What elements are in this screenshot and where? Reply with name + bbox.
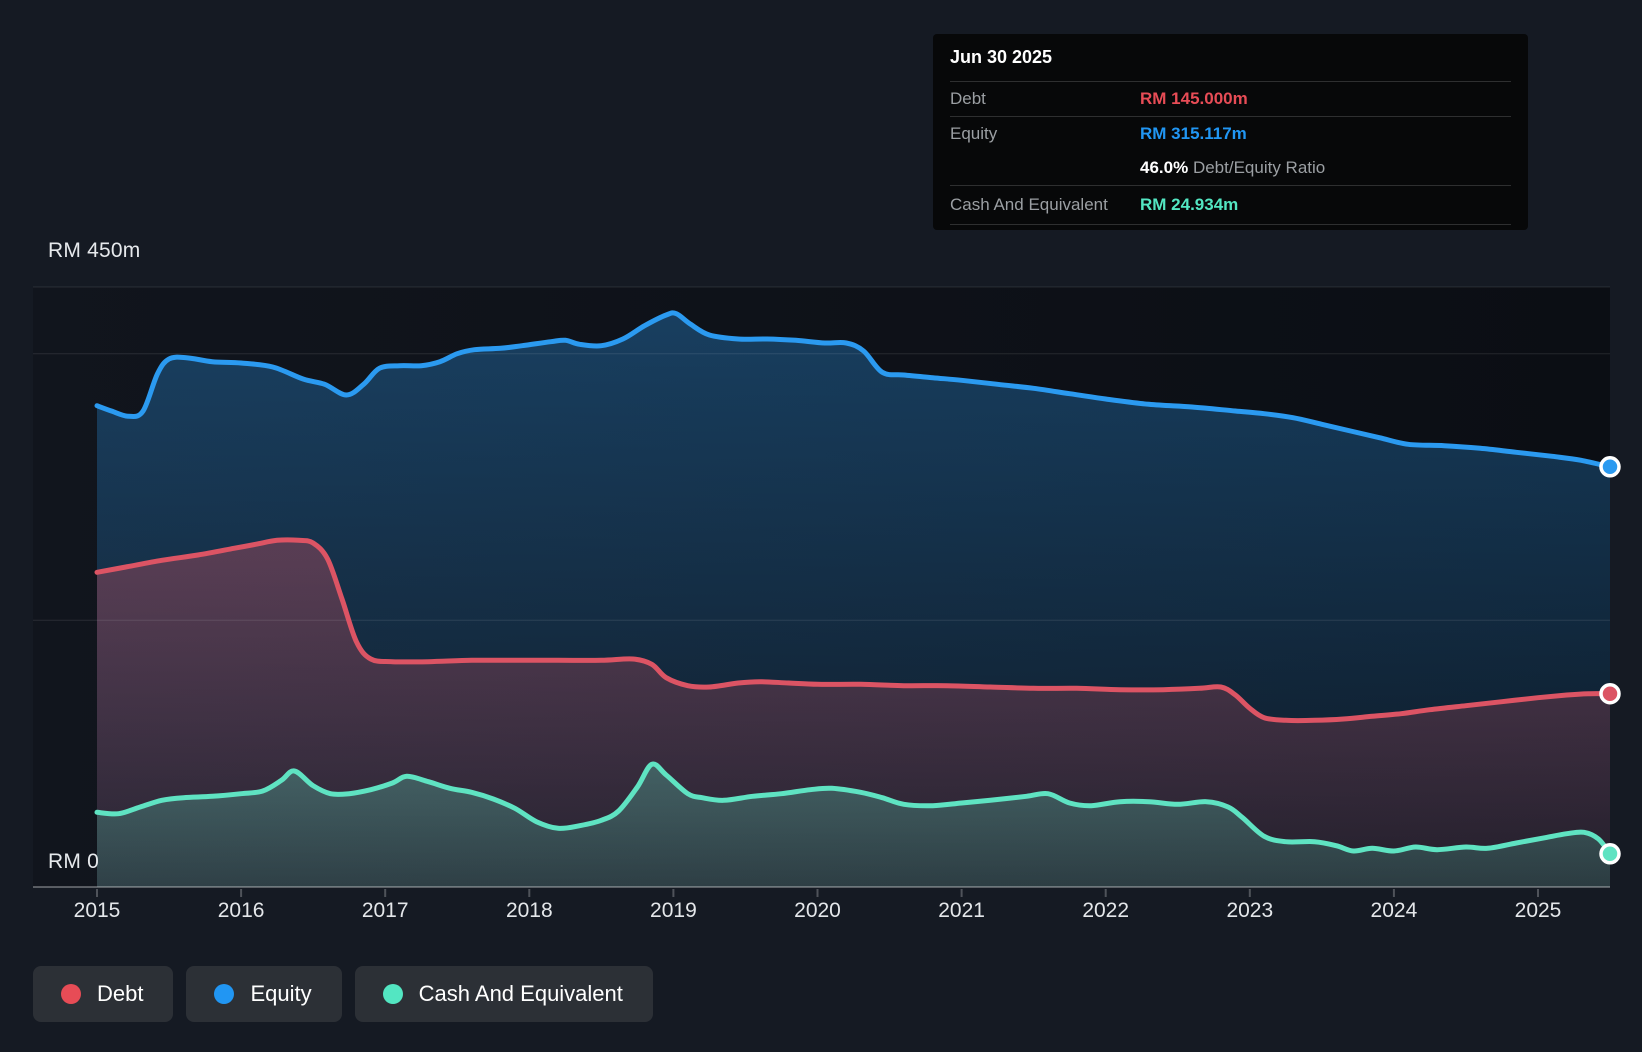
legend-equity-label: Equity xyxy=(250,981,312,1006)
end-markers xyxy=(1599,456,1621,865)
tooltip-row-cash: Cash And Equivalent RM 24.934m xyxy=(950,186,1511,225)
y-axis-max-label: RM 450m xyxy=(48,239,141,262)
tooltip-equity-value: RM 315.117m xyxy=(1140,124,1247,143)
x-axis-label-2016: 2016 xyxy=(217,899,265,922)
x-axis-label-2018: 2018 xyxy=(505,899,553,922)
legend-debt-label: Debt xyxy=(97,981,144,1006)
cash-dot-icon xyxy=(382,984,403,1004)
tooltip-row-debt: Debt RM 145.000m xyxy=(950,82,1511,117)
x-axis-label-2021: 2021 xyxy=(938,899,985,922)
x-axis: 2015 2016 2017 2018 2019 2020 2021 2022 2023 2024… xyxy=(0,899,1642,927)
legend-chip-equity[interactable]: Equity xyxy=(186,966,342,1022)
line-debt xyxy=(94,537,1613,724)
grid-lines xyxy=(33,286,1610,888)
x-axis-label-2015: 2015 xyxy=(73,899,121,922)
x-axis-label-2017: 2017 xyxy=(361,899,409,922)
tooltip-debt-value: RM 145.000m xyxy=(1140,89,1248,108)
series-lines xyxy=(94,310,1613,857)
tooltip-row-equity: Equity RM 315.117m xyxy=(950,117,1511,151)
tooltip-panel: Jun 30 2025 Debt RM 145.000m Equity RM 3… xyxy=(933,34,1528,230)
x-axis-label-2022: 2022 xyxy=(1082,899,1130,922)
legend-cash-label: Cash And Equivalent xyxy=(418,981,623,1006)
x-axis-label-2019: 2019 xyxy=(650,899,697,922)
equity-dot-icon xyxy=(214,984,235,1004)
tooltip-ratio-label: Debt/Equity Ratio xyxy=(1192,158,1326,177)
tooltip-ratio: 46.0% Debt/Equity Ratio xyxy=(1140,158,1325,178)
legend-chip-debt[interactable]: Debt xyxy=(33,966,174,1022)
tooltip-cash-label: Cash And Equivalent xyxy=(950,195,1108,214)
legend: Debt Equity Cash And Equivalent xyxy=(33,966,653,1022)
tooltip-debt-label: Debt xyxy=(950,89,986,108)
line-cash xyxy=(94,761,1613,857)
end-marker-cash[interactable] xyxy=(1599,843,1621,865)
x-axis-label-2020: 2020 xyxy=(794,899,841,922)
tooltip-equity-label: Equity xyxy=(950,124,998,143)
line-equity xyxy=(94,310,1613,470)
tooltip-ratio-value: 46.0% xyxy=(1140,158,1189,177)
x-axis-label-2025: 2025 xyxy=(1514,899,1562,922)
legend-chip-cash[interactable]: Cash And Equivalent xyxy=(354,966,653,1022)
tooltip-cash-value: RM 24.934m xyxy=(1140,195,1239,214)
tooltip-row-ratio: 46.0% Debt/Equity Ratio xyxy=(950,151,1511,186)
tooltip-date: Jun 30 2025 xyxy=(950,34,1511,82)
x-axis-label-2024: 2024 xyxy=(1370,899,1418,922)
debt-dot-icon xyxy=(61,984,81,1004)
x-axis-ticks xyxy=(96,889,1539,897)
y-axis-zero-label: RM 0 xyxy=(48,850,99,873)
end-marker-debt[interactable] xyxy=(1599,682,1621,705)
end-marker-equity[interactable] xyxy=(1599,456,1621,478)
x-axis-label-2023: 2023 xyxy=(1226,899,1274,922)
